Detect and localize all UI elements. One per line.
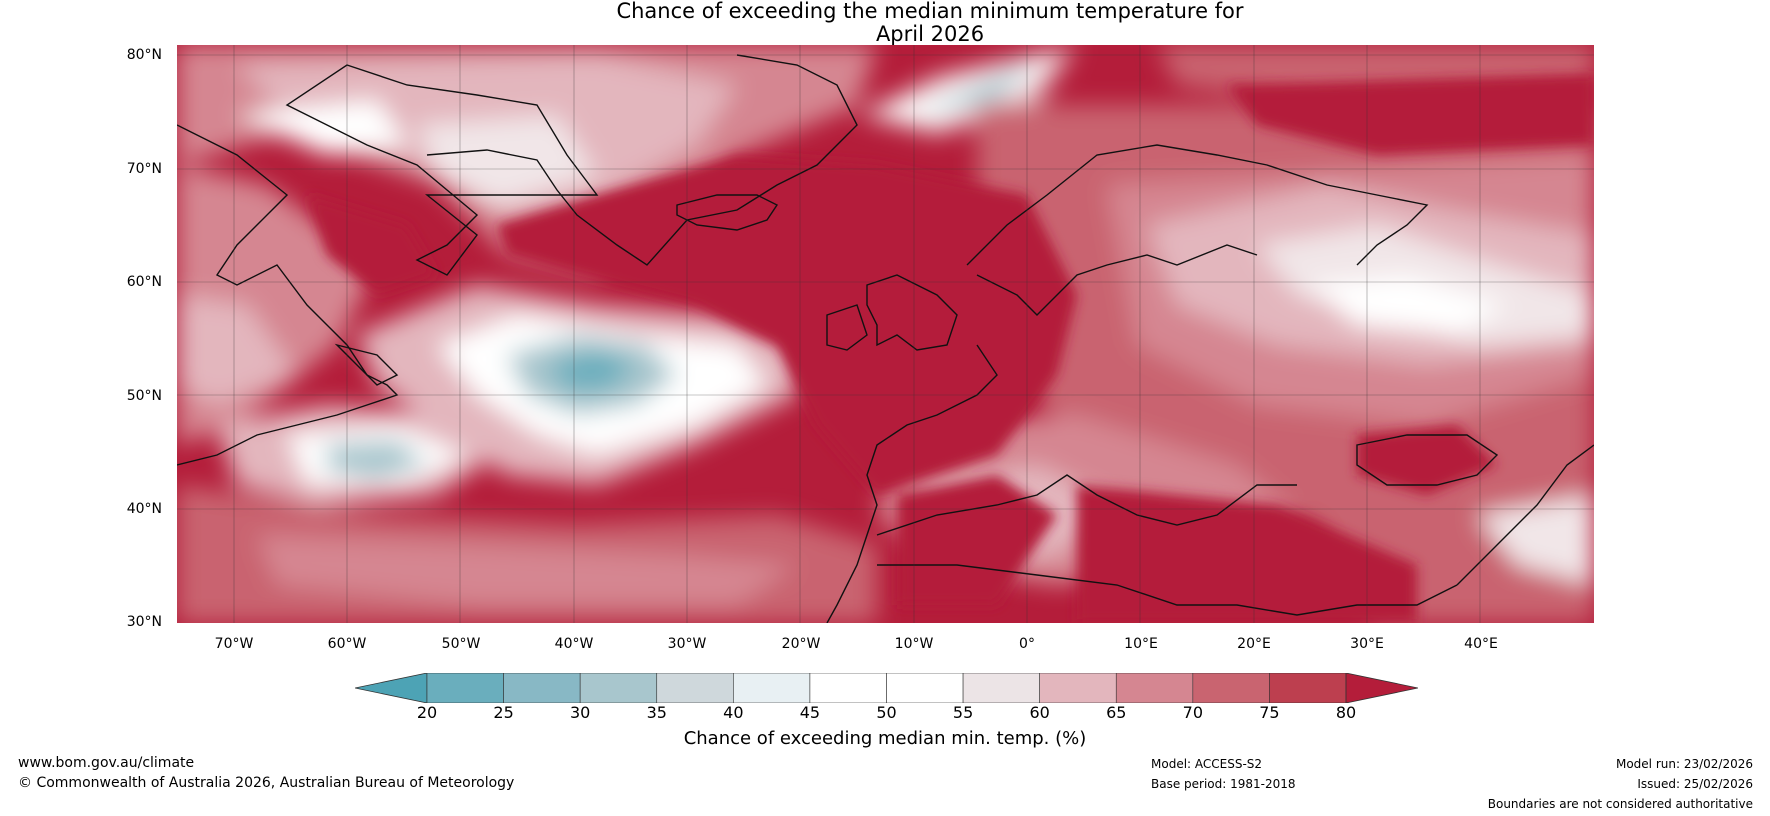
lon-label-60w: 60°W: [327, 636, 367, 652]
lon-label-10w: 10°W: [894, 636, 934, 652]
graticule: [177, 45, 1594, 623]
colorbar-tick-label: 50: [876, 703, 897, 722]
colorbar-tick-label: 70: [1182, 703, 1203, 722]
coastlines: [177, 54, 1594, 623]
colorbar-segment: [579, 673, 658, 703]
colorbar-tick-label: 55: [952, 703, 974, 722]
colorbar-label: Chance of exceeding median min. temp. (%…: [683, 728, 1087, 749]
model-run-text: Model run: 23/02/2026: [1615, 757, 1753, 771]
colorbar-tick-label: 40: [723, 703, 744, 722]
colorbar-tick-label: 60: [1029, 703, 1050, 722]
colorbar-tick-label: 80: [1335, 703, 1357, 722]
colorbar-segment: [426, 673, 504, 703]
website-link[interactable]: www.bom.gov.au/climate: [18, 755, 195, 771]
colorbar-segment: [1192, 673, 1270, 703]
colorbar-segment: [733, 673, 811, 703]
colorbar-tick-label: 30: [569, 703, 591, 722]
colorbar-tick-label: 25: [493, 703, 514, 722]
lat-label-80n: 80°N: [126, 47, 162, 63]
lat-label-30n: 30°N: [126, 614, 162, 630]
colorbar-tick-label: 35: [646, 703, 667, 722]
colorbar: [355, 673, 1418, 703]
deep-red-core: [307, 75, 1594, 623]
lon-label-30e: 30°E: [1350, 636, 1384, 652]
colorbar-tick-label: 45: [799, 703, 821, 722]
probability-map: [177, 45, 1594, 623]
colorbar-segment: [503, 673, 581, 703]
map-title-line1: Chance of exceeding the median minimum t…: [616, 0, 1244, 23]
map-title-line2: April 2026: [875, 22, 985, 46]
colorbar-segment: [1039, 673, 1117, 703]
lon-label-50w: 50°W: [441, 636, 481, 652]
colorbar-segment: [962, 673, 1040, 703]
copyright-text: © Commonwealth of Australia 2026, Austra…: [18, 775, 515, 791]
colorbar-segment: [809, 673, 887, 703]
map-title: Chance of exceeding the median minimum t…: [0, 0, 1770, 46]
model-text: Model: ACCESS-S2: [1151, 757, 1263, 771]
colorbar-extend-high: [1345, 673, 1418, 703]
lon-label-40e: 40°E: [1464, 636, 1498, 652]
lon-label-0: 0°: [1019, 636, 1035, 652]
lon-label-40w: 40°W: [554, 636, 594, 652]
disclaimer-text: Boundaries are not considered authoritat…: [1487, 797, 1753, 811]
lat-label-40n: 40°N: [126, 501, 162, 517]
colorbar-tick-label: 20: [416, 703, 438, 722]
lon-label-20e: 20°E: [1237, 636, 1271, 652]
lat-label-70n: 70°N: [126, 161, 162, 177]
lon-label-20w: 20°W: [781, 636, 821, 652]
map-svg: [177, 45, 1594, 623]
base-period-text: Base period: 1981-2018: [1151, 777, 1296, 791]
lat-label-50n: 50°N: [126, 388, 162, 404]
colorbar-segment: [656, 673, 734, 703]
colorbar-tick-label: 75: [1259, 703, 1280, 722]
colorbar-tick-label: 65: [1106, 703, 1127, 722]
lon-label-70w: 70°W: [214, 636, 254, 652]
lat-label-60n: 60°N: [126, 274, 162, 290]
lon-label-10e: 10°E: [1124, 636, 1158, 652]
colorbar-segment: [1269, 673, 1347, 703]
lon-label-30w: 30°W: [667, 636, 707, 652]
colorbar-segment: [1115, 673, 1194, 703]
issued-text: Issued: 25/02/2026: [1637, 777, 1753, 791]
colorbar-segment: [886, 673, 964, 703]
colorbar-extend-low: [355, 673, 428, 703]
